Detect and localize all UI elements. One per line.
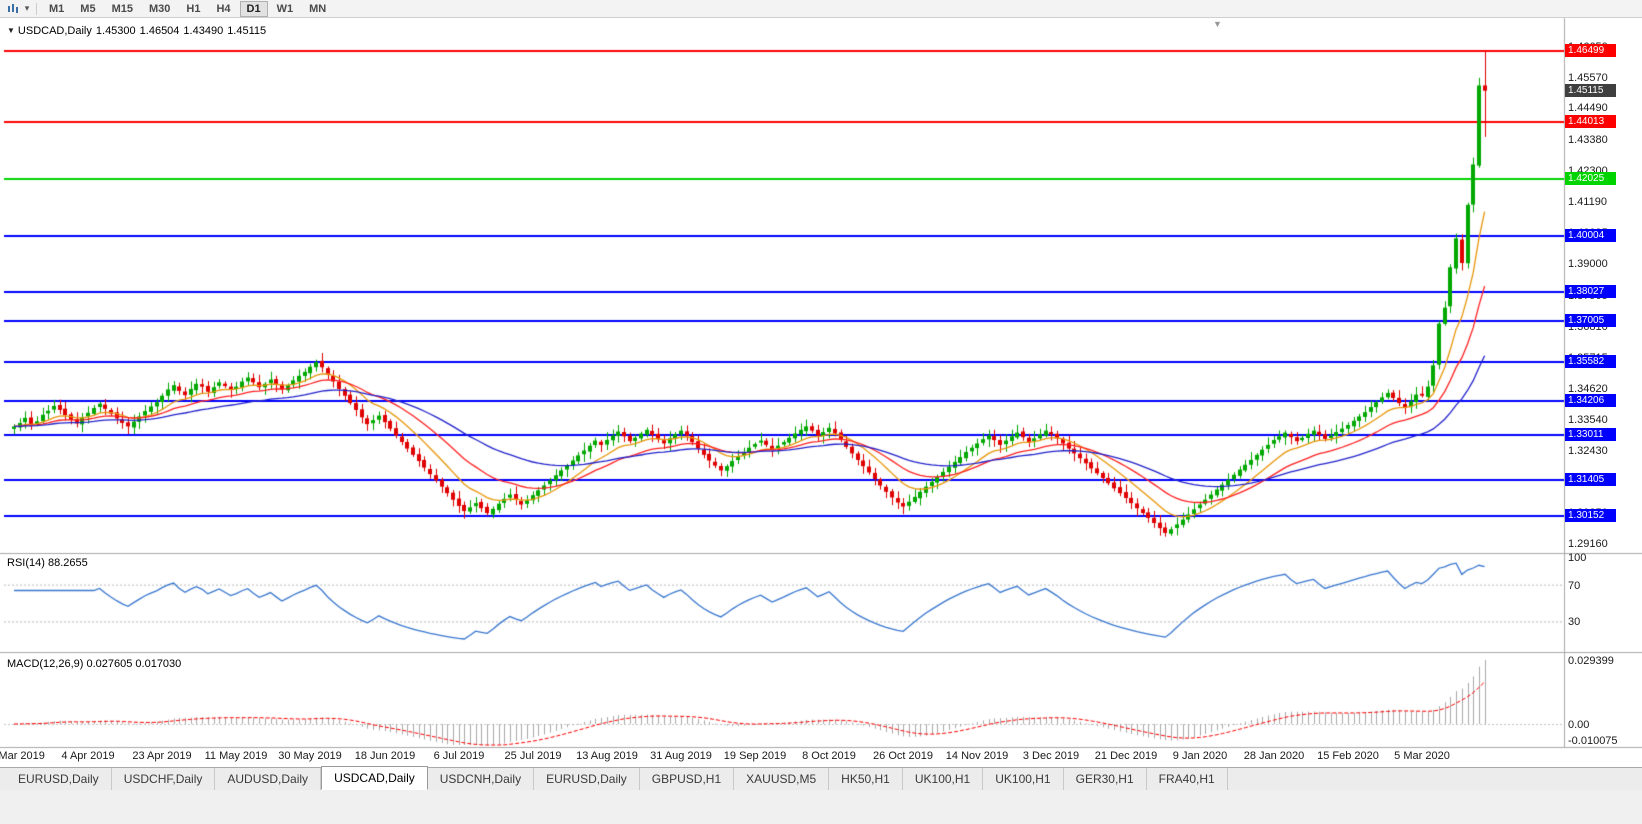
hline-price-badge: 1.38027	[1565, 285, 1616, 298]
macd-indicator-label: MACD(12,26,9) 0.027605 0.017030	[7, 658, 182, 670]
hline-price-badge: 1.31405	[1565, 473, 1616, 486]
hline-price-badge: 1.34206	[1565, 394, 1616, 407]
toolbar: ▾ M1 M5 M15 M30 H1 H4 D1 W1 MN	[0, 0, 1642, 18]
y-axis-tick: 1.29160	[1568, 538, 1608, 550]
chart-type-icon[interactable]	[4, 1, 22, 16]
x-axis-date-label: 19 Sep 2019	[723, 750, 787, 762]
tf-button-m1[interactable]: M1	[49, 2, 65, 15]
macd-axis-label: 0.029399	[1568, 655, 1614, 667]
y-axis-tick: 1.32430	[1568, 445, 1608, 457]
toolbar-separator	[36, 2, 37, 15]
one-click-trading-arrow-icon[interactable]: ▼	[7, 26, 15, 35]
y-axis-tick: 1.43380	[1568, 134, 1608, 146]
chart-shift-marker-icon[interactable]: ▼	[1213, 19, 1222, 29]
x-axis-date-label: 25 Jul 2019	[504, 750, 562, 762]
macd-axis-label: 0.00	[1568, 719, 1590, 731]
tf-button-h1[interactable]: H1	[186, 2, 201, 15]
hline-price-badge: 1.33011	[1565, 428, 1616, 441]
x-axis-date-label: 14 Nov 2019	[945, 750, 1009, 762]
y-axis-tick: 1.44490	[1568, 102, 1608, 114]
x-axis-date-label: 4 Apr 2019	[61, 750, 115, 762]
y-axis-tick: 1.34620	[1568, 383, 1608, 395]
tf-button-m30[interactable]: M30	[148, 2, 171, 15]
y-axis-tick: 1.45570	[1568, 72, 1608, 84]
tf-button-mn[interactable]: MN	[309, 2, 327, 15]
tf-button-w1[interactable]: W1	[276, 2, 294, 15]
x-axis-date-label: 30 May 2019	[278, 750, 342, 762]
chart-tab-hk50-h1[interactable]: HK50,H1	[829, 768, 903, 790]
x-axis-date-label: 9 Jan 2020	[1172, 750, 1228, 762]
y-axis-tick: 1.39000	[1568, 258, 1608, 270]
chart-tab-usdcnh-daily[interactable]: USDCNH,Daily	[427, 768, 535, 790]
chart-tab-uk100-h1[interactable]: UK100,H1	[983, 768, 1064, 790]
status-strip	[0, 790, 1642, 824]
tf-button-m5[interactable]: M5	[80, 2, 96, 15]
chart-tab-eurusd-daily[interactable]: EURUSD,Daily	[6, 768, 112, 790]
chart-title-close: 1.45115	[227, 25, 267, 37]
rsi-axis-label: 100	[1568, 552, 1587, 564]
chart-tab-xauusd-m5[interactable]: XAUUSD,M5	[734, 768, 830, 790]
hline-price-badge: 1.42025	[1565, 172, 1616, 185]
hline-price-badge: 1.40004	[1565, 229, 1616, 242]
hline-price-badge: 1.35582	[1565, 355, 1616, 368]
x-axis-date-label: 11 May 2019	[204, 750, 268, 762]
x-axis-date-label: 15 Feb 2020	[1317, 750, 1379, 762]
tf-button-h4[interactable]: H4	[216, 2, 231, 15]
x-axis-date-label: 6 Jul 2019	[433, 750, 485, 762]
hline-price-badge: 1.37005	[1565, 314, 1616, 327]
chart-tab-ger30-h1[interactable]: GER30,H1	[1063, 768, 1147, 790]
chart-title-high: 1.46504	[139, 25, 180, 37]
x-axis-date-label: 5 Mar 2020	[1394, 750, 1450, 762]
rsi-axis-label: 30	[1568, 616, 1581, 628]
x-axis-date-label: 21 Dec 2019	[1094, 750, 1158, 762]
y-axis-tick: 1.41190	[1568, 196, 1607, 208]
chart-title-open: 1.45300	[95, 25, 136, 37]
x-axis-date-label: 13 Aug 2019	[576, 750, 638, 762]
chart-tab-audusd-daily[interactable]: AUDUSD,Daily	[215, 768, 322, 790]
hline-price-badge: 1.46499	[1565, 44, 1616, 57]
hline-price-badge: 1.30152	[1565, 509, 1616, 522]
chart-tab-gbpusd-h1[interactable]: GBPUSD,H1	[639, 768, 735, 790]
x-axis-date-label: 3 Dec 2019	[1022, 750, 1080, 762]
chart-title-symbol: USDCAD,Daily	[17, 25, 92, 37]
x-axis-date-label: 26 Oct 2019	[873, 750, 933, 762]
macd-axis-label: -0.010075	[1568, 735, 1618, 747]
y-axis-tick: 1.33540	[1568, 414, 1608, 426]
hline-price-badge: 1.44013	[1565, 115, 1616, 128]
chart-tab-fra40-h1[interactable]: FRA40,H1	[1146, 768, 1228, 790]
timeframe-toolbar: M1 M5 M15 M30 H1 H4 D1 W1 MN	[41, 0, 334, 17]
chart-tab-eurusd-daily[interactable]: EURUSD,Daily	[534, 768, 640, 790]
chart-tab-usdchf-daily[interactable]: USDCHF,Daily	[111, 768, 216, 790]
chart-title-low: 1.43490	[183, 25, 224, 37]
dropdown-caret-icon[interactable]: ▾	[24, 3, 30, 13]
rsi-axis-label: 70	[1568, 580, 1581, 592]
x-axis-date-label: 18 Jun 2019	[354, 750, 416, 762]
tf-button-m15[interactable]: M15	[111, 2, 133, 15]
chart-tab-usdcad-daily[interactable]: USDCAD,Daily	[321, 766, 428, 790]
x-axis-date-label: 23 Apr 2019	[132, 750, 192, 762]
x-axis-date-label: 28 Jan 2020	[1243, 750, 1305, 762]
chart-tabs-bar: EURUSD,Daily USDCHF,Daily AUDUSD,Daily USDC…	[0, 766, 1642, 790]
x-axis-date-label: 16 Mar 2019	[0, 750, 45, 762]
current-price-badge: 1.45115	[1565, 84, 1616, 97]
chart-tab-uk100-h1[interactable]: UK100,H1	[902, 768, 984, 790]
tf-button-d1[interactable]: D1	[239, 0, 268, 17]
x-axis-date-label: 8 Oct 2019	[802, 750, 856, 762]
rsi-indicator-label: RSI(14) 88.2655	[7, 557, 88, 569]
chart-title: ▼ USDCAD,Daily 1.45300 1.46504 1.43490 1.4511…	[7, 25, 270, 37]
x-axis-date-label: 31 Aug 2019	[650, 750, 712, 762]
